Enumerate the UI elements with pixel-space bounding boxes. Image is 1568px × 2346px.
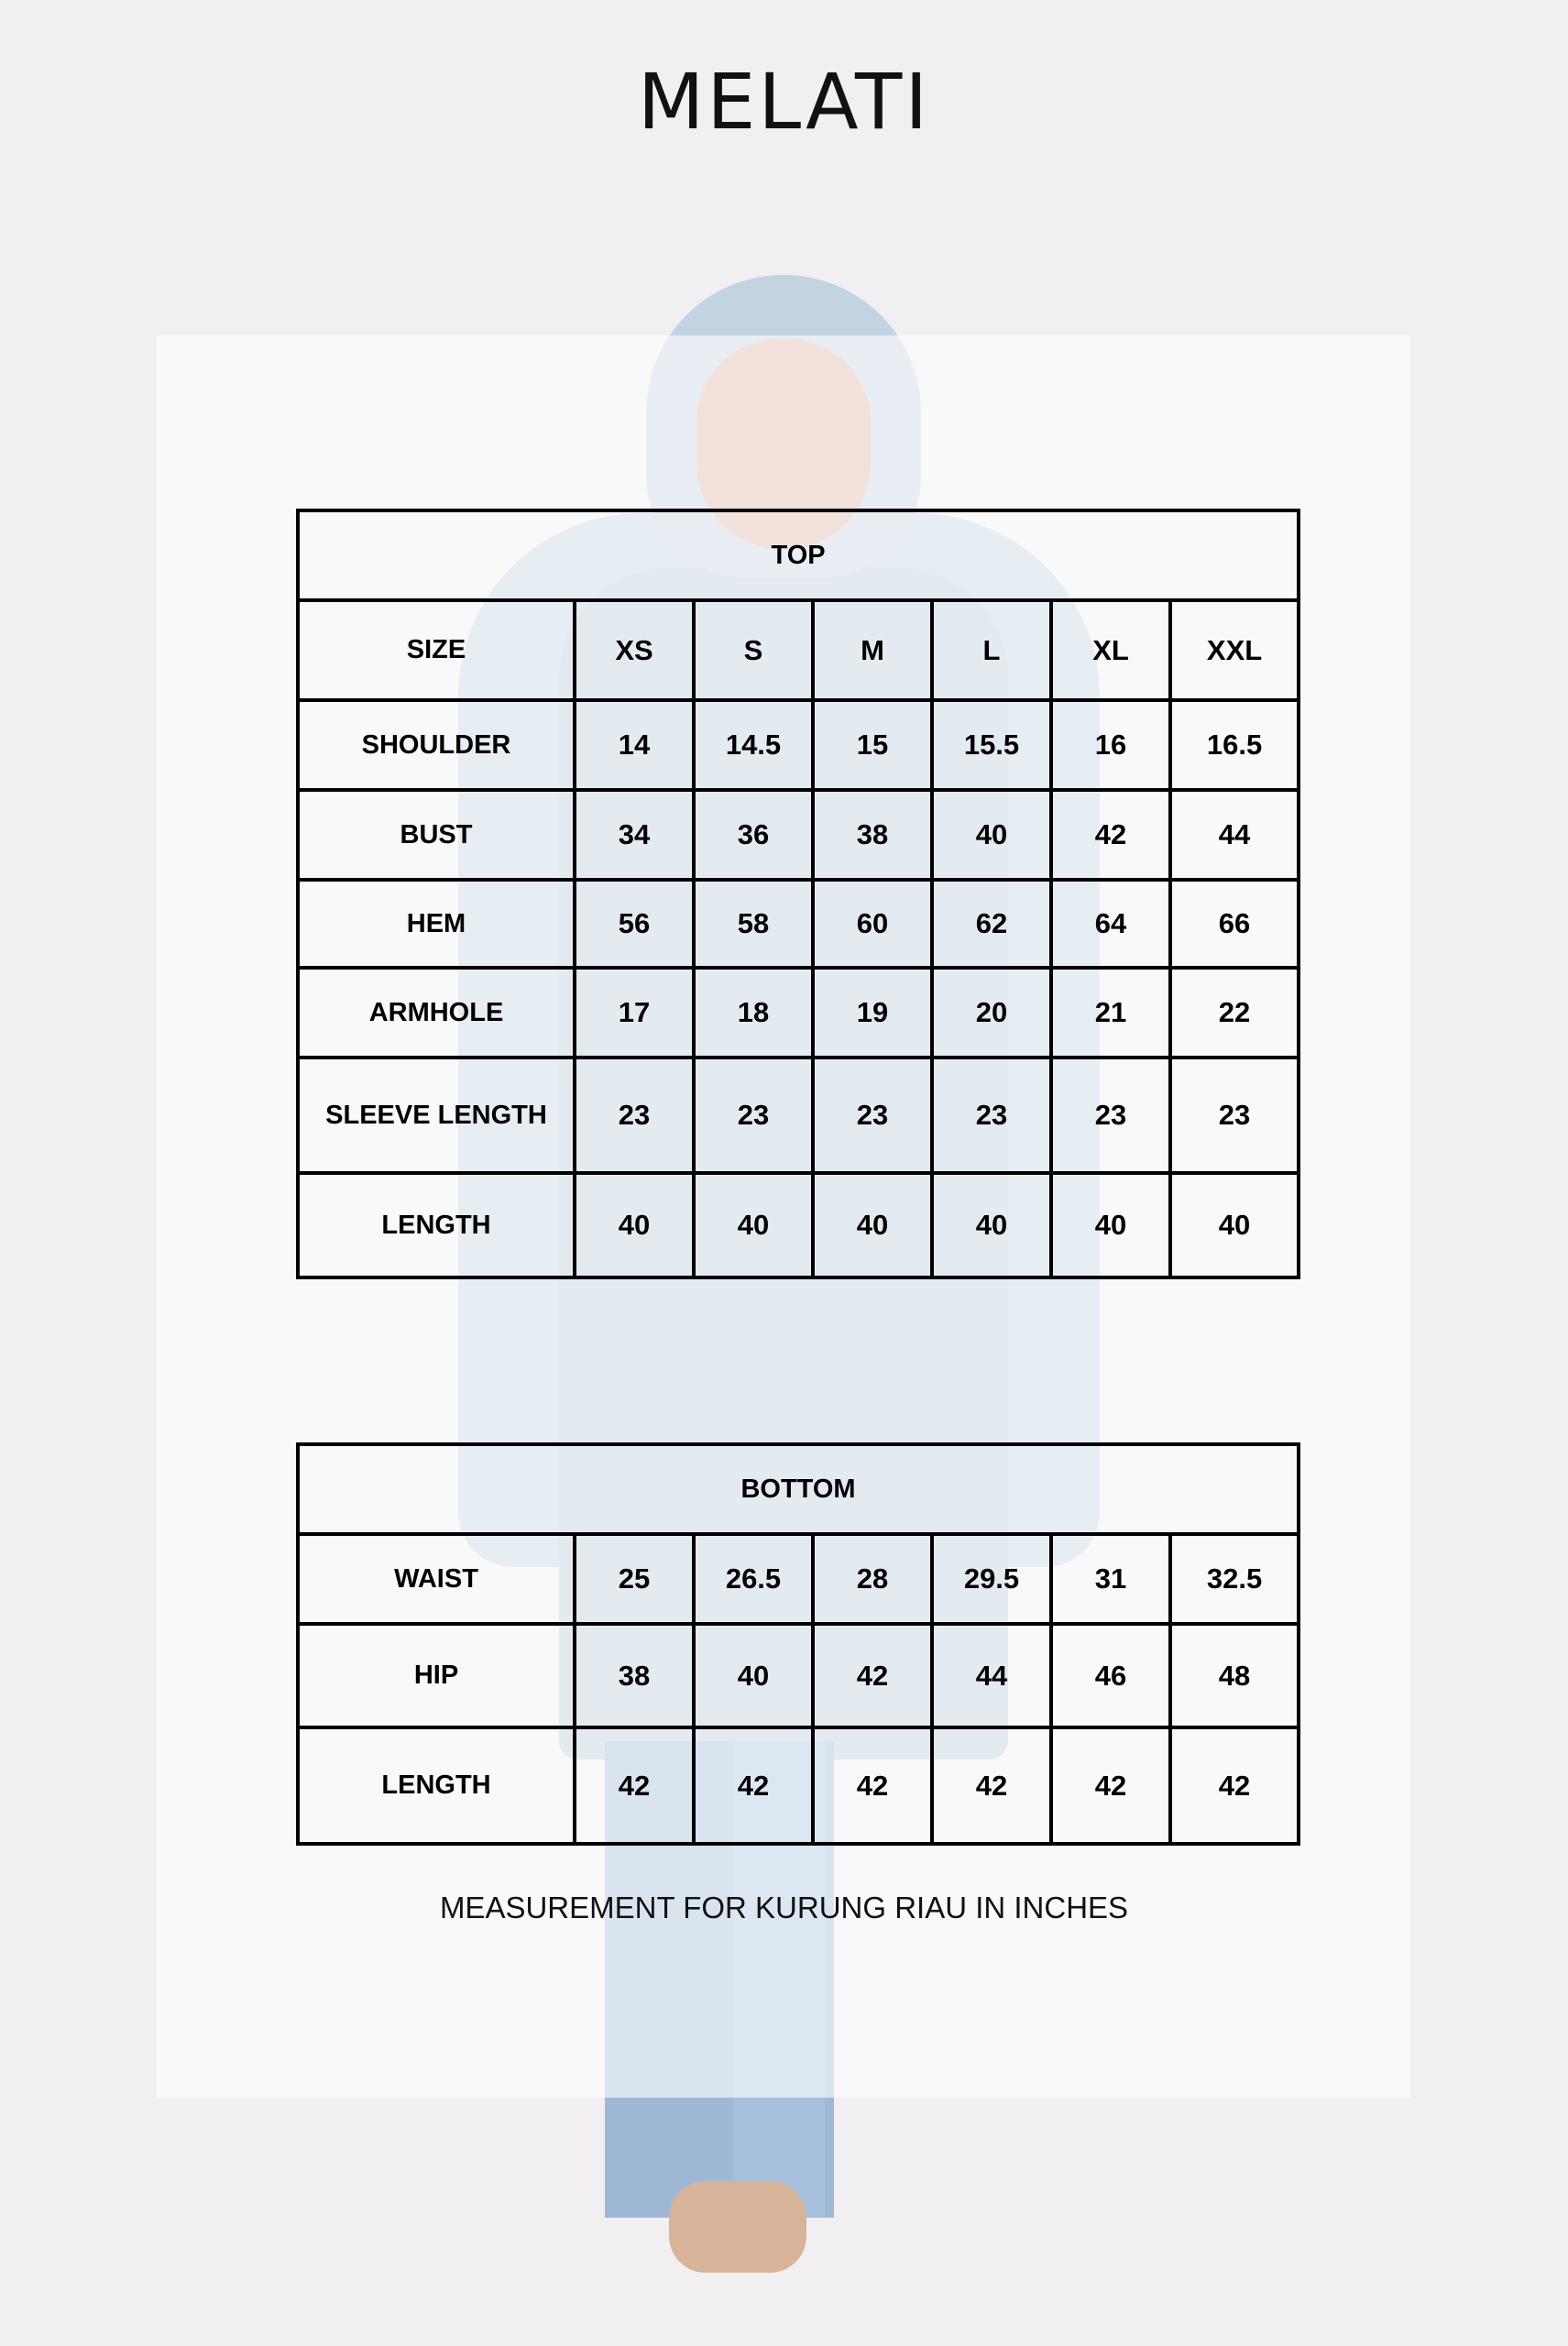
size-header-row: SIZE XS S M L XL XXL — [296, 598, 1301, 702]
measurement-cell: 19 — [811, 966, 934, 1059]
model-photo-feet — [669, 2181, 806, 2273]
table-row: WAIST 25 26.5 28 29.5 31 32.5 — [296, 1532, 1301, 1626]
measurement-cell: 42 — [573, 1726, 696, 1846]
measurement-cell: 42 — [692, 1726, 815, 1846]
measurement-cell: 16 — [1049, 698, 1172, 792]
row-label: SLEEVE LENGTH — [296, 1056, 576, 1175]
table-row: LENGTH 40 40 40 40 40 40 — [296, 1171, 1301, 1279]
measurement-cell: 58 — [692, 878, 815, 970]
measurement-cell: 42 — [811, 1726, 934, 1846]
measurement-cell: 28 — [811, 1532, 934, 1626]
row-label: ARMHOLE — [296, 966, 576, 1059]
measurement-cell: 23 — [573, 1056, 696, 1175]
bottom-size-table: BOTTOM WAIST 25 26.5 28 29.5 31 32.5 HIP 38 40 42 44… — [295, 1442, 1301, 1846]
measurement-cell: 23 — [811, 1056, 934, 1175]
measurement-cell: 42 — [1168, 1726, 1301, 1846]
measurement-cell: 40 — [692, 1622, 815, 1729]
measurement-cell: 42 — [1049, 1726, 1172, 1846]
measurement-cell: 15.5 — [930, 698, 1053, 792]
table-heading-bottom: BOTTOM — [295, 1442, 1301, 1536]
measurement-cell: 17 — [573, 966, 696, 1059]
measurement-cell: 23 — [692, 1056, 815, 1175]
measurement-cell: 23 — [1049, 1056, 1172, 1175]
row-label: LENGTH — [296, 1726, 576, 1846]
measurement-cell: 42 — [811, 1622, 934, 1729]
measurement-cell: 16.5 — [1168, 698, 1301, 792]
size-header: XS — [573, 598, 696, 702]
measurement-cell: 32.5 — [1168, 1532, 1301, 1626]
measurement-cell: 42 — [1049, 788, 1172, 882]
size-label: SIZE — [296, 598, 576, 702]
table-row: SLEEVE LENGTH 23 23 23 23 23 23 — [296, 1056, 1301, 1175]
measurement-cell: 20 — [930, 966, 1053, 1059]
row-label: SHOULDER — [296, 698, 576, 792]
table-heading-row: BOTTOM — [295, 1442, 1301, 1536]
measurement-cell: 40 — [1168, 1171, 1301, 1279]
measurement-cell: 44 — [930, 1622, 1053, 1729]
measurement-cell: 48 — [1168, 1622, 1301, 1729]
measurement-cell: 46 — [1049, 1622, 1172, 1729]
measurement-cell: 14 — [573, 698, 696, 792]
row-label: BUST — [296, 788, 576, 882]
size-header: XL — [1049, 598, 1172, 702]
table-heading-row: TOP — [295, 509, 1301, 602]
measurement-cell: 15 — [811, 698, 934, 792]
size-header: L — [930, 598, 1053, 702]
size-header: M — [811, 598, 934, 702]
measurement-cell: 40 — [692, 1171, 815, 1279]
measurement-cell: 36 — [692, 788, 815, 882]
size-header: S — [692, 598, 815, 702]
measurement-cell: 40 — [811, 1171, 934, 1279]
measurement-cell: 26.5 — [692, 1532, 815, 1626]
measurement-cell: 40 — [930, 788, 1053, 882]
size-header: XXL — [1168, 598, 1301, 702]
measurement-cell: 38 — [811, 788, 934, 882]
measurement-cell: 64 — [1049, 878, 1172, 970]
measurement-cell: 22 — [1168, 966, 1301, 1059]
measurement-cell: 21 — [1049, 966, 1172, 1059]
table-row: SHOULDER 14 14.5 15 15.5 16 16.5 — [296, 698, 1301, 792]
measurement-cell: 42 — [930, 1726, 1053, 1846]
measurement-cell: 56 — [573, 878, 696, 970]
row-label: HIP — [296, 1622, 576, 1729]
measurement-cell: 23 — [1168, 1056, 1301, 1175]
measurement-cell: 34 — [573, 788, 696, 882]
table-row: BUST 34 36 38 40 42 44 — [296, 788, 1301, 882]
measurement-cell: 31 — [1049, 1532, 1172, 1626]
measurement-cell: 40 — [573, 1171, 696, 1279]
measurement-cell: 23 — [930, 1056, 1053, 1175]
measurement-cell: 18 — [692, 966, 815, 1059]
measurement-cell: 38 — [573, 1622, 696, 1729]
measurement-cell: 40 — [1049, 1171, 1172, 1279]
top-size-table: TOP SIZE XS S M L XL XXL SHOULDER 14 14.5 15 15.5 16 1… — [295, 509, 1301, 1279]
row-label: WAIST — [296, 1532, 576, 1626]
measurement-cell: 25 — [573, 1532, 696, 1626]
measurement-cell: 40 — [930, 1171, 1053, 1279]
table-row: HIP 38 40 42 44 46 48 — [296, 1622, 1301, 1729]
table-heading-top: TOP — [295, 509, 1301, 602]
measurement-cell: 14.5 — [692, 698, 815, 792]
measurement-cell: 62 — [930, 878, 1053, 970]
measurement-cell: 29.5 — [930, 1532, 1053, 1626]
row-label: LENGTH — [296, 1171, 576, 1279]
table-row: ARMHOLE 17 18 19 20 21 22 — [296, 966, 1301, 1059]
page-title: MELATI — [637, 57, 931, 147]
measurement-cell: 44 — [1168, 788, 1301, 882]
measurement-note: MEASUREMENT FOR KURUNG RIAU IN INCHES — [439, 1891, 1129, 1924]
table-row: HEM 56 58 60 62 64 66 — [296, 878, 1301, 970]
measurement-cell: 60 — [811, 878, 934, 970]
row-label: HEM — [296, 878, 576, 970]
table-row: LENGTH 42 42 42 42 42 42 — [296, 1726, 1301, 1846]
measurement-cell: 66 — [1168, 878, 1301, 970]
